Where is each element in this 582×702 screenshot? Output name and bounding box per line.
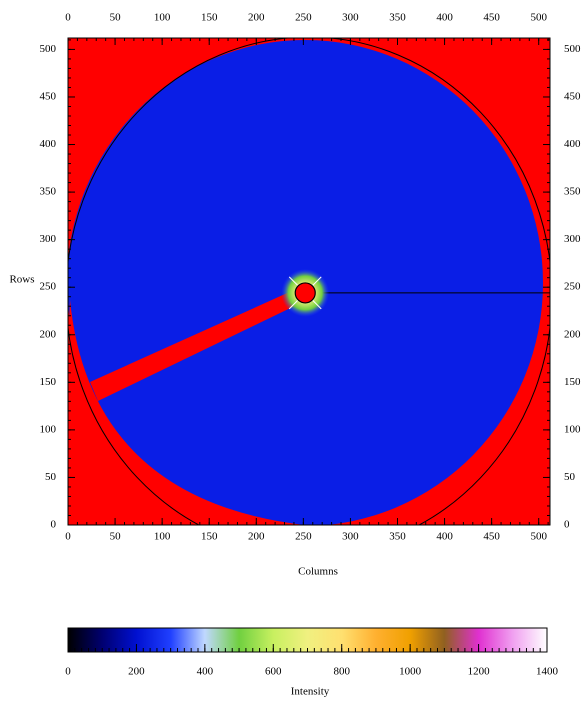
- x-tick-label-top: 450: [483, 12, 500, 24]
- image-layer: [68, 38, 550, 525]
- x-tick-label: 350: [389, 531, 406, 543]
- y-tick-label-right: 500: [564, 43, 581, 55]
- y-tick-label: 200: [40, 328, 57, 340]
- x-tick-label: 400: [436, 531, 453, 543]
- x-tick-label-top: 400: [436, 12, 453, 24]
- y-tick-label-right: 100: [564, 423, 581, 435]
- lower-mask: [68, 300, 305, 525]
- x-tick-label: 100: [154, 531, 171, 543]
- y-tick-label-right: 450: [564, 91, 581, 103]
- x-tick-label: 200: [248, 531, 265, 543]
- y-tick-label-right: 0: [564, 519, 570, 531]
- x-tick-label-top: 200: [248, 12, 265, 24]
- y-tick-label-right: 200: [564, 328, 581, 340]
- y-tick-label: 300: [40, 233, 57, 245]
- colorbar-tick-label: 1400: [536, 666, 559, 678]
- y-tick-label-right: 350: [564, 186, 581, 198]
- x-tick-label: 500: [530, 531, 547, 543]
- x-tick-label-top: 350: [389, 12, 406, 24]
- colorbar-tick-label: 1200: [468, 666, 491, 678]
- y-tick-label: 100: [40, 423, 57, 435]
- colorbar-tick-label: 0: [65, 666, 71, 678]
- y-tick-label: 0: [51, 519, 57, 531]
- colorbar-tick-label: 400: [197, 666, 214, 678]
- plot-frame: [67, 37, 551, 526]
- y-tick-label: 150: [40, 376, 57, 388]
- x-tick-label-top: 500: [530, 12, 547, 24]
- colorbar-tick-label: 600: [265, 666, 282, 678]
- colorbar-tick-label: 800: [333, 666, 350, 678]
- y-tick-label: 400: [40, 138, 57, 150]
- x-tick-label: 450: [483, 531, 500, 543]
- y-tick-label-right: 250: [564, 281, 581, 293]
- beam-stop-arm: [90, 284, 306, 401]
- x-tick-label: 300: [342, 531, 359, 543]
- colorbar-label: Intensity: [291, 686, 330, 698]
- x-tick-label: 250: [295, 531, 312, 543]
- x-tick-label-top: 150: [201, 12, 218, 24]
- y-tick-label-right: 400: [564, 138, 581, 150]
- x-tick-label-top: 300: [342, 12, 359, 24]
- x-axis-label: Columns: [298, 566, 338, 578]
- x-tick-label-top: 100: [154, 12, 171, 24]
- y-tick-label-right: 300: [564, 233, 581, 245]
- x-tick-label: 150: [201, 531, 218, 543]
- colorbar-tick-label: 1000: [399, 666, 422, 678]
- y-tick-label-right: 50: [564, 471, 576, 483]
- x-tick-label: 0: [65, 531, 71, 543]
- beam-center: [294, 282, 316, 304]
- y-tick-label: 350: [40, 186, 57, 198]
- colorbar-tick-label: 200: [128, 666, 145, 678]
- x-tick-label-top: 0: [65, 12, 71, 24]
- detector-image: [68, 38, 550, 525]
- x-tick-label: 50: [110, 531, 122, 543]
- y-axis-label: Rows: [9, 274, 34, 286]
- y-tick-label: 250: [40, 281, 57, 293]
- y-tick-label: 50: [45, 471, 57, 483]
- x-tick-label-top: 250: [295, 12, 312, 24]
- y-tick-label: 500: [40, 43, 57, 55]
- x-tick-label-top: 50: [110, 12, 122, 24]
- y-tick-label: 450: [40, 91, 57, 103]
- y-tick-label-right: 150: [564, 376, 581, 388]
